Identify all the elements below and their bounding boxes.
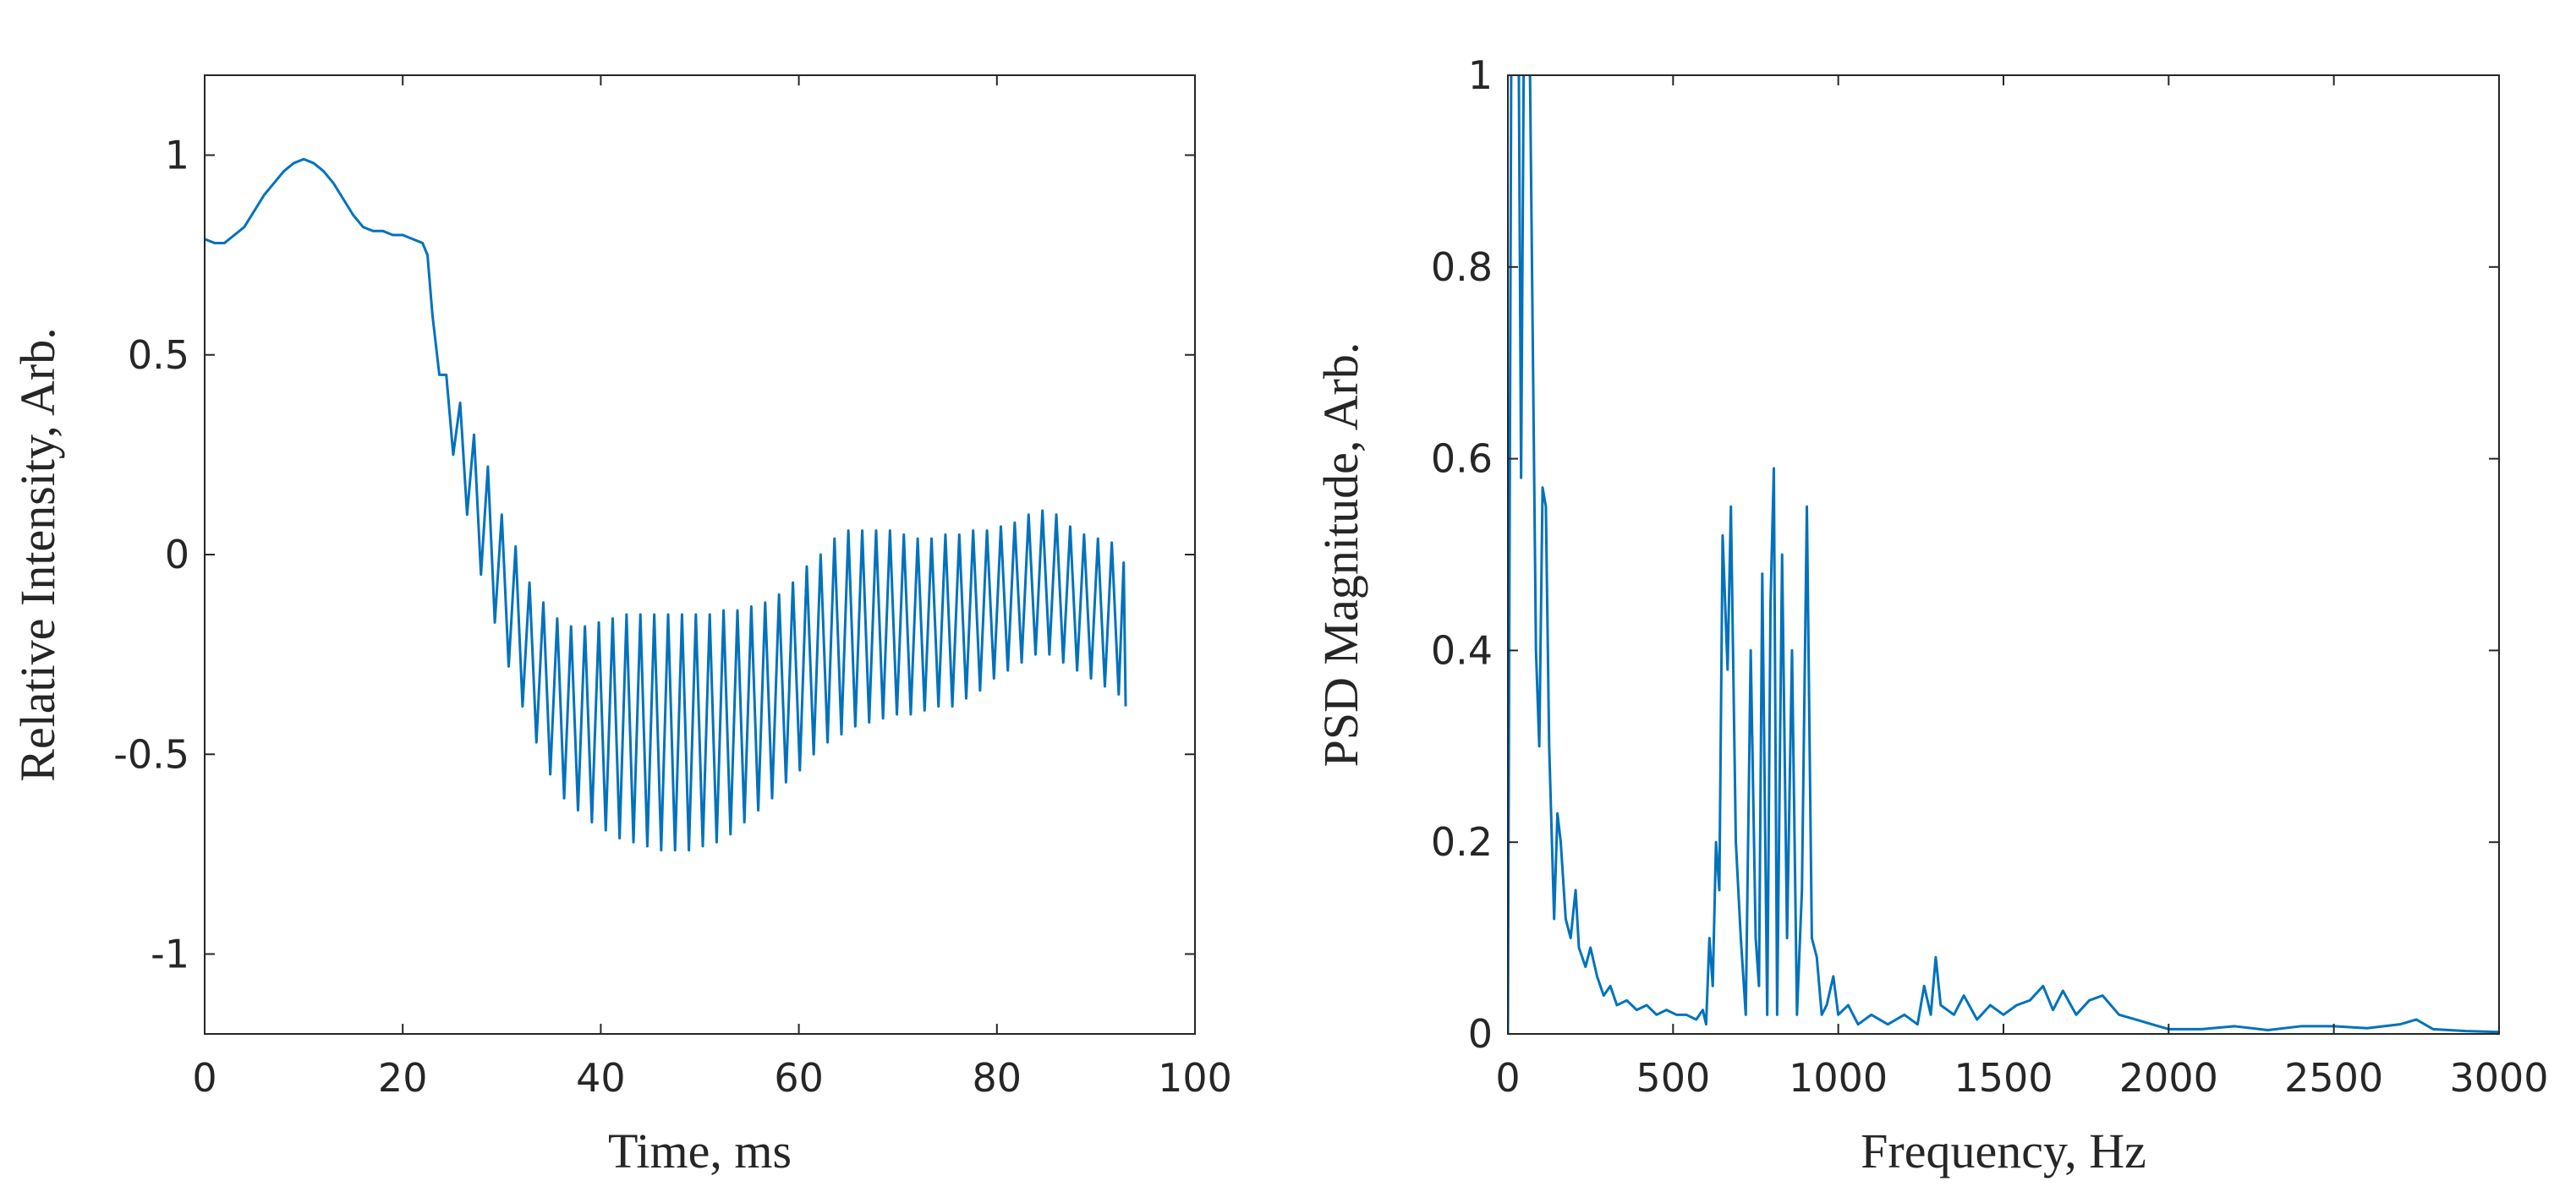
x-axis-label: Frequency, Hz (1861, 1124, 2146, 1178)
y-tick-label: 0.2 (1431, 819, 1493, 865)
x-tick-label: 40 (576, 1055, 626, 1101)
y-tick-label: -1 (151, 932, 189, 977)
y-tick-label: 0.6 (1431, 436, 1493, 482)
x-axis-label: Time, ms (608, 1124, 792, 1178)
axes-background (205, 75, 1195, 1034)
x-tick-label: 20 (378, 1055, 428, 1101)
y-axis-label: PSD Magnitude, Arb. (1313, 342, 1368, 768)
y-tick-label: 0.4 (1431, 627, 1493, 673)
x-tick-label: 1000 (1789, 1055, 1888, 1101)
x-tick-label: 2000 (2119, 1055, 2218, 1101)
x-tick-label: 500 (1636, 1055, 1710, 1101)
x-tick-label: 2500 (2284, 1055, 2383, 1101)
y-tick-label: 0.5 (128, 332, 189, 378)
y-tick-label: 0.8 (1431, 244, 1493, 290)
y-tick-label: -0.5 (113, 731, 189, 777)
y-tick-label: 0 (1468, 1011, 1493, 1057)
axes-background (1508, 75, 2499, 1034)
y-axis-label: Relative Intensity, Arb. (10, 327, 65, 781)
data-line (205, 157, 1127, 852)
x-tick-label: 80 (973, 1055, 1022, 1101)
x-tick-label: 100 (1158, 1055, 1232, 1101)
x-tick-label: 60 (774, 1055, 824, 1101)
x-tick-label: 0 (1495, 1055, 1520, 1101)
y-tick-label: 1 (165, 133, 189, 178)
y-tick-label: 1 (1468, 52, 1493, 98)
x-tick-label: 3000 (2449, 1055, 2548, 1101)
x-tick-label: 1500 (1954, 1055, 2053, 1101)
data-line (1508, 75, 2499, 1034)
y-tick-label: 0 (165, 532, 189, 577)
x-tick-label: 0 (192, 1055, 216, 1101)
